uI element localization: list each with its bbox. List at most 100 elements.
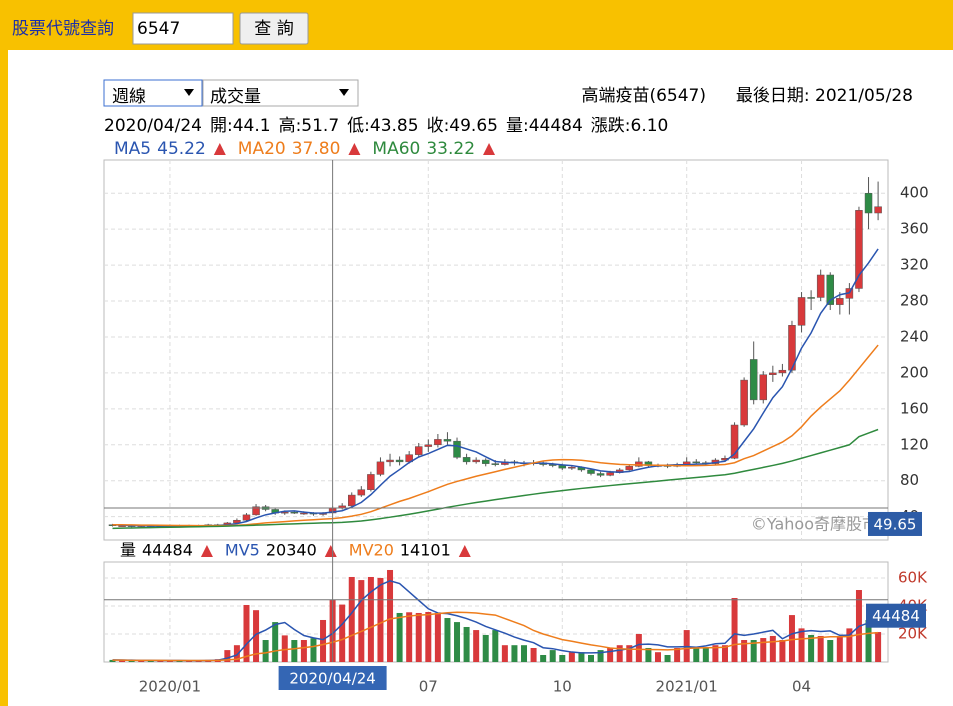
- volume-bar: [530, 647, 537, 662]
- volume-bar: [741, 640, 748, 662]
- volume-bar: [635, 633, 642, 662]
- y-tick-label: 20K: [898, 624, 928, 642]
- volume-bar: [233, 645, 240, 662]
- volume-bar: [836, 635, 843, 662]
- volume-bar: [348, 576, 355, 662]
- volume-bar: [454, 622, 461, 662]
- up-arrow: [348, 143, 361, 155]
- volume-bar: [128, 660, 135, 662]
- volume-bar: [358, 580, 365, 662]
- search-button-label[interactable]: 查 詢: [254, 19, 293, 39]
- up-arrow: [324, 545, 337, 557]
- volume-bar: [760, 638, 767, 662]
- volume-bar: [300, 640, 307, 662]
- dropdown-arrow[interactable]: [339, 89, 349, 96]
- candle-body: [606, 472, 614, 476]
- y-tick-label: 80: [900, 471, 919, 489]
- volume-bar: [645, 647, 652, 662]
- volume-bar: [769, 635, 776, 662]
- legend-name: MA5: [114, 139, 151, 159]
- candle-body: [348, 494, 356, 507]
- volume-bar: [702, 647, 709, 662]
- legend-name: MA60: [372, 139, 420, 159]
- up-arrow: [458, 545, 471, 557]
- ma-line: [112, 579, 879, 662]
- candle-body: [788, 325, 796, 371]
- search-input[interactable]: [132, 12, 234, 45]
- price-label: 49.65: [874, 515, 917, 533]
- panel: [8, 50, 953, 706]
- period-value[interactable]: 週線: [112, 87, 146, 107]
- volume-bar: [444, 618, 451, 662]
- period-select[interactable]: [103, 79, 203, 107]
- volume-bar: [272, 622, 279, 662]
- volume-bar: [827, 640, 834, 662]
- volume-bar: [396, 612, 403, 662]
- volume-bar: [147, 660, 154, 662]
- legend-name: MV20: [349, 541, 394, 560]
- dropdown-arrow[interactable]: [184, 89, 194, 96]
- volume-bar: [549, 650, 556, 662]
- volume-bar: [568, 652, 575, 662]
- volume-bar: [731, 597, 738, 662]
- volume-bar: [779, 640, 786, 662]
- volume-bar: [310, 638, 317, 662]
- up-arrow: [200, 545, 213, 557]
- candle-body: [472, 459, 480, 463]
- volume-bar: [597, 650, 604, 662]
- volume-bar: [865, 619, 872, 662]
- readout-item: 收:49.65: [427, 116, 498, 136]
- candle-body: [481, 459, 490, 464]
- volume-bar: [119, 660, 126, 662]
- x-tick-label: 2020/01: [139, 678, 201, 696]
- candle-body: [864, 192, 873, 214]
- indicator-value[interactable]: 成交量: [210, 87, 261, 107]
- candle-body: [395, 459, 404, 463]
- y-tick-label: 280: [900, 292, 929, 310]
- price-frame: [103, 159, 889, 541]
- candle-body: [568, 466, 576, 469]
- volume-bar: [607, 647, 614, 662]
- candle-body: [386, 459, 394, 463]
- legend-name: MA20: [238, 139, 286, 159]
- x-tick-label: 04: [792, 678, 811, 696]
- search-value[interactable]: 6547: [137, 19, 180, 39]
- volume-bar: [674, 647, 681, 662]
- x-tick-label: 2021/01: [656, 678, 718, 696]
- ma-line: [112, 248, 879, 527]
- legend-value: 37.80: [292, 139, 341, 159]
- candle-body: [816, 274, 825, 298]
- indicator-select[interactable]: [202, 79, 359, 107]
- volume-bar: [750, 640, 757, 662]
- candle-body: [462, 457, 471, 463]
- readout-item: 量:44484: [506, 116, 583, 136]
- candle-body: [587, 469, 595, 474]
- candle-body: [558, 465, 567, 469]
- volume-bar: [415, 612, 422, 662]
- up-arrow: [213, 143, 226, 155]
- volume-bar: [788, 615, 795, 662]
- volume-bar: [875, 632, 882, 662]
- candle-body: [300, 512, 308, 515]
- candle-body: [242, 514, 251, 521]
- readout-date: 2020/04/24: [104, 116, 202, 136]
- volume-bar: [166, 660, 173, 662]
- search-button[interactable]: [239, 12, 309, 45]
- volume-bar: [434, 612, 441, 662]
- candle-body: [769, 372, 777, 375]
- candle-body: [826, 274, 834, 305]
- volume-bar: [626, 645, 633, 662]
- up-arrow: [483, 143, 496, 155]
- readout-item: 開:44.1: [210, 116, 271, 136]
- ma-line: [112, 428, 879, 530]
- volume-bar: [339, 604, 346, 662]
- candle-body: [625, 466, 634, 471]
- volume-bar: [721, 645, 728, 662]
- candle-body: [730, 424, 739, 459]
- volume-bar: [243, 604, 250, 662]
- volume-bar: [367, 576, 374, 662]
- candle-body: [596, 473, 605, 476]
- stock-name: 高端疫苗(6547): [581, 86, 706, 106]
- last-date: 最後日期: 2021/05/28: [736, 86, 913, 106]
